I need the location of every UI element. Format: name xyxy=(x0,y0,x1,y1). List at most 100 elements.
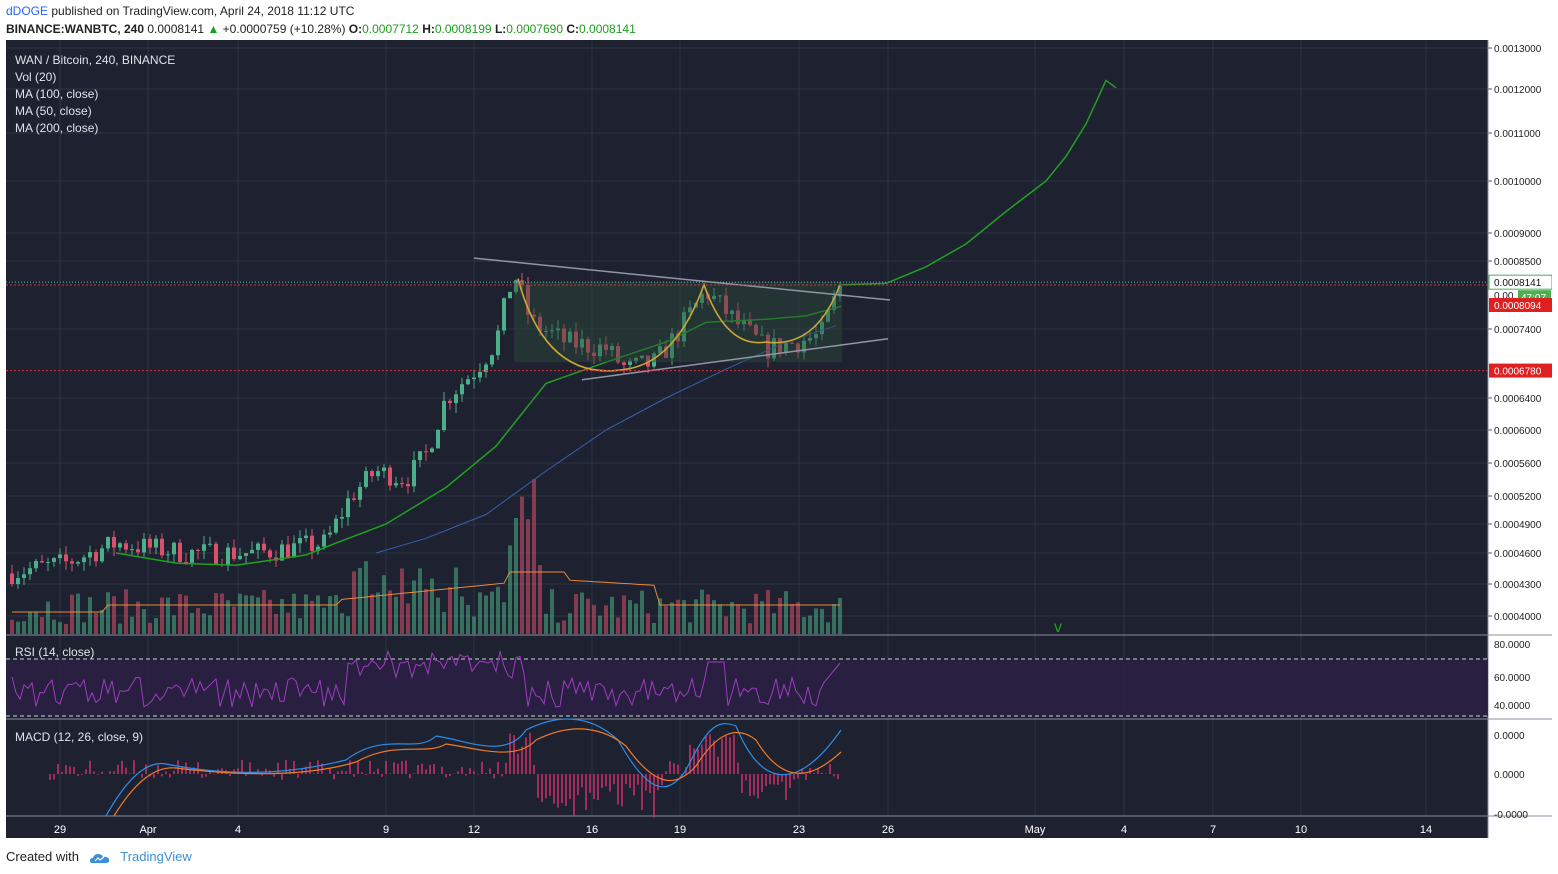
volume-bar xyxy=(346,616,350,634)
volume-bar xyxy=(442,611,446,634)
price-chart[interactable]: 29 Apr 4 9 12 16 19 23 26 May 4 7 10 14 0.0013000 0.001… xyxy=(6,40,1552,838)
price-axis-label: 0.0011000 xyxy=(1494,129,1541,140)
volume-bar xyxy=(28,611,32,634)
volume-bar xyxy=(514,518,518,634)
volume-bar xyxy=(832,604,836,634)
tradingview-link[interactable]: TradingView xyxy=(120,849,192,864)
volume-bar xyxy=(322,607,326,634)
rsi-label: RSI (14, close) xyxy=(15,645,94,659)
macd-axis-label: 0.0000 xyxy=(1494,731,1525,742)
x-axis-tick-label: Apr xyxy=(139,824,156,836)
macd-label: MACD (12, 26, close, 9) xyxy=(15,730,143,744)
candle-body xyxy=(496,330,500,356)
close-label: C: xyxy=(566,22,580,36)
volume-bar xyxy=(682,600,686,634)
candle-body xyxy=(358,486,362,500)
candle-body xyxy=(202,544,206,551)
candle-body xyxy=(256,543,260,550)
candle-body xyxy=(16,578,20,585)
volume-bar xyxy=(142,609,146,634)
x-axis-tick-label: May xyxy=(1025,824,1046,836)
x-axis-tick-label: 14 xyxy=(1420,824,1432,836)
volume-bar xyxy=(802,617,806,634)
candle-body xyxy=(574,331,578,348)
volume-bar xyxy=(610,596,614,634)
candle-body xyxy=(562,328,566,343)
candle-body xyxy=(736,310,740,325)
candle-body xyxy=(346,498,350,518)
candle-body xyxy=(88,552,92,558)
candle-body xyxy=(754,324,758,335)
price-axis-label: 0.0004000 xyxy=(1494,612,1542,623)
volume-bar xyxy=(382,575,386,634)
volume-bar xyxy=(484,595,488,634)
rsi-band xyxy=(6,659,1488,716)
volume-bar xyxy=(592,604,596,634)
candle-body xyxy=(676,333,680,342)
macd-line xyxy=(105,718,842,817)
candle-body xyxy=(262,543,266,551)
candle-body xyxy=(70,561,74,564)
volume-bar xyxy=(154,617,158,634)
level-tag-1: 0.0008094 xyxy=(1494,301,1542,312)
change-value: +0.0000759 (+10.28%) xyxy=(222,22,346,36)
last-price-tag-border xyxy=(1488,274,1552,290)
tradingview-logo-icon xyxy=(89,853,109,863)
volume-bar xyxy=(598,615,602,634)
x-axis-tick-label: 4 xyxy=(1121,824,1127,836)
created-with: Created with xyxy=(6,849,79,864)
candle-body xyxy=(130,549,134,551)
candle-body xyxy=(820,321,824,335)
candle-body xyxy=(448,400,452,404)
price-axis-label: 0.0013000 xyxy=(1494,44,1542,55)
volume-bar xyxy=(238,593,242,634)
volume-bar xyxy=(496,586,500,634)
candle-body xyxy=(388,467,392,486)
volume-bar xyxy=(454,567,458,634)
author-name[interactable]: dDOGE xyxy=(6,4,49,18)
volume-bar xyxy=(526,519,530,634)
volume-bar xyxy=(586,598,590,634)
candle-body xyxy=(826,309,830,322)
candle-body xyxy=(520,280,524,286)
volume-bar xyxy=(136,601,140,634)
volume-bar xyxy=(388,590,392,634)
volume-bar xyxy=(742,608,746,634)
volume-bar xyxy=(124,589,128,634)
candle-body xyxy=(280,544,284,561)
candle-body xyxy=(370,471,374,477)
candle-body xyxy=(400,483,404,485)
candle-body xyxy=(100,548,104,562)
annotation-mark: v xyxy=(1054,619,1062,636)
candle-body xyxy=(124,543,128,550)
price-axis-label: 0.0010000 xyxy=(1494,177,1542,188)
volume-bar xyxy=(226,600,230,634)
candle-body xyxy=(46,561,50,563)
volume-bar xyxy=(268,599,272,634)
candle-body xyxy=(466,379,470,385)
candle-body xyxy=(700,293,704,303)
candle-body xyxy=(310,535,314,551)
candle-body xyxy=(268,550,272,558)
candle-body xyxy=(652,353,656,367)
candle-body xyxy=(136,549,140,553)
candle-body xyxy=(460,384,464,395)
candle-body xyxy=(424,451,428,453)
candle-body xyxy=(748,320,752,325)
candle-body xyxy=(244,553,248,556)
candle-body xyxy=(160,538,164,556)
candle-body xyxy=(190,549,194,563)
volume-bar xyxy=(328,596,332,634)
candle-body xyxy=(34,561,38,569)
volume-bar xyxy=(412,580,416,634)
legend-item-0: WAN / Bitcoin, 240, BINANCE xyxy=(15,53,175,67)
candle-body xyxy=(148,538,152,548)
volume-bar xyxy=(376,592,380,634)
resistance-trendline xyxy=(473,257,891,301)
volume-bar xyxy=(640,590,644,634)
volume-bar xyxy=(244,595,248,634)
volume-bar xyxy=(730,601,734,634)
candle-body xyxy=(208,543,212,545)
volume-bar xyxy=(304,594,308,634)
volume-bar xyxy=(436,597,440,634)
